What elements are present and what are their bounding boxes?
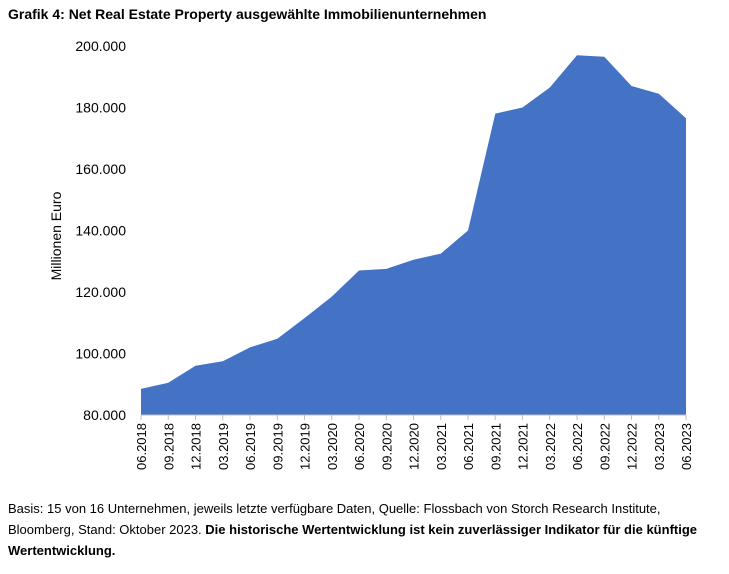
x-tick-label: 06.2019 [243,423,258,470]
footnote-source: Basis: 15 von 16 Unternehmen, jeweils le… [8,501,661,537]
x-tick-label: 12.2021 [516,423,531,470]
footnote: Basis: 15 von 16 Unternehmen, jeweils le… [8,498,720,561]
y-axis-ticks: 80.000 100.000 120.000 140.000 160.000 180.00… [75,38,126,423]
area-chart: 80.000 100.000 120.000 140.000 160.000 180.00… [75,38,694,470]
x-tick-label: 06.2018 [134,423,149,470]
x-tick-label: 03.2021 [434,423,449,470]
x-tick-label: 03.2022 [543,423,558,470]
x-tick-label: 09.2021 [488,423,503,470]
x-tick-label: 06.2020 [352,423,367,470]
x-tick-label: 03.2019 [216,423,231,470]
x-tick-label: 12.2020 [407,423,422,470]
x-tick-label: 06.2021 [461,423,476,470]
x-tick-label: 03.2020 [325,423,340,470]
y-tick-label: 100.000 [75,346,126,362]
x-tick-label: 09.2022 [597,423,612,470]
x-tick-label: 03.2023 [652,423,667,470]
x-tick-label: 12.2019 [298,423,313,470]
x-tick-label: 09.2019 [270,423,285,470]
y-tick-label: 140.000 [75,223,126,239]
x-tick-label: 09.2020 [379,423,394,470]
x-tick-label: 12.2018 [189,423,204,470]
footnote-disclaimer: Die historische Wertentwicklung ist kein… [8,522,698,558]
chart-title: Grafik 4: Net Real Estate Property ausge… [8,6,487,22]
y-tick-label: 200.000 [75,38,126,54]
y-tick-label: 120.000 [75,284,126,300]
x-tick-label: 06.2023 [679,423,694,470]
x-tick-label: 09.2018 [161,423,176,470]
y-tick-label: 180.000 [75,100,126,116]
x-axis-ticks: 06.2018 09.2018 12.2018 03.2019 06.2019 09.20… [134,415,694,470]
x-tick-label: 12.2022 [625,423,640,470]
y-tick-label: 160.000 [75,161,126,177]
x-tick-label: 06.2022 [570,423,585,470]
y-tick-label: 80.000 [83,407,126,423]
net-real-estate-area [141,55,686,415]
